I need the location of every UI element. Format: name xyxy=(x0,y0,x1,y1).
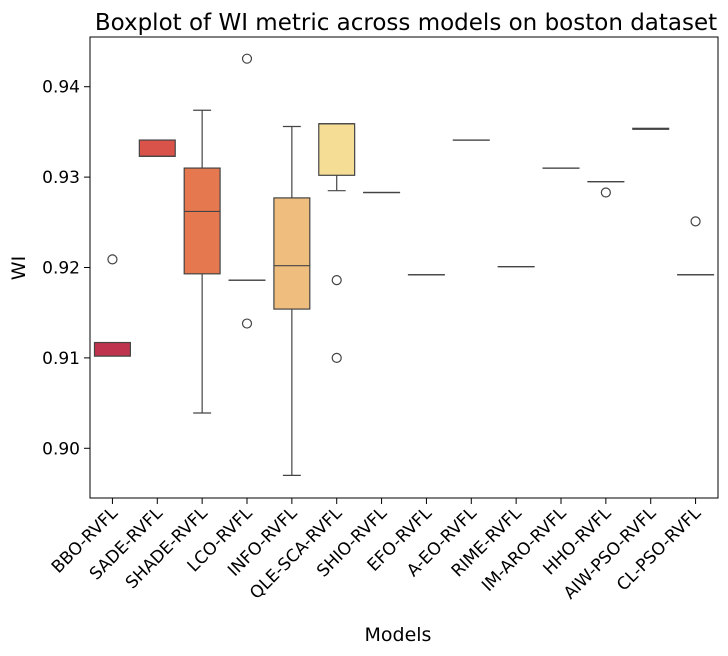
box xyxy=(93,341,131,357)
outlier-point xyxy=(331,275,342,286)
y-axis-label: WI xyxy=(8,256,30,280)
outlier-point xyxy=(107,254,118,265)
box xyxy=(138,139,176,157)
outlier-point xyxy=(600,187,611,198)
chart-title: Boxplot of WI metric across models on bo… xyxy=(95,10,717,36)
y-tick-label: 0.92 xyxy=(42,259,80,279)
outlier-point xyxy=(241,53,253,64)
y-tick-label: 0.90 xyxy=(42,439,80,459)
box xyxy=(273,197,311,310)
plot-area: 0.900.910.920.930.94BBO-RVFLSADE-RVFLSHA… xyxy=(42,36,719,604)
y-tick-label: 0.91 xyxy=(42,349,80,369)
x-axis-label: Models xyxy=(365,624,432,646)
outlier-point xyxy=(241,318,253,329)
box xyxy=(318,123,356,176)
outlier-point xyxy=(331,352,342,363)
outlier-point xyxy=(690,216,701,227)
plot-frame xyxy=(89,36,719,499)
y-tick-label: 0.94 xyxy=(42,78,80,98)
y-tick-label: 0.93 xyxy=(42,168,80,188)
box xyxy=(183,167,221,275)
